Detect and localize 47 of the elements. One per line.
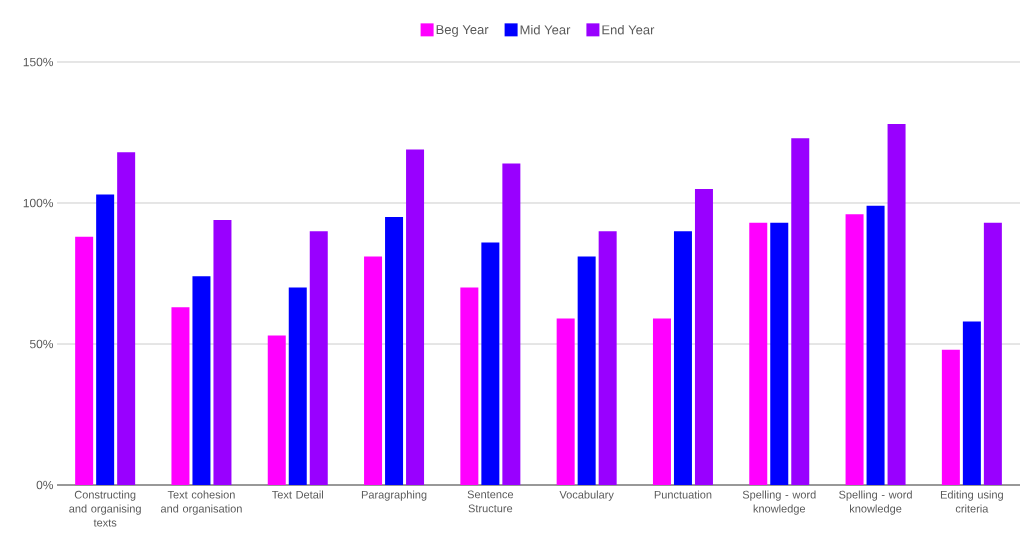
bar xyxy=(192,276,211,485)
x-tick-label: Sentence Structure xyxy=(467,490,514,513)
x-tick-label: Vocabulary xyxy=(559,490,614,501)
x-tick-label: Paragraphing xyxy=(361,490,427,501)
bar xyxy=(556,318,575,485)
bar xyxy=(866,205,885,485)
bar xyxy=(460,287,479,485)
bar xyxy=(117,152,136,485)
x-tick-label: Text cohesion and organisation xyxy=(160,490,242,515)
bar xyxy=(845,214,864,485)
bar xyxy=(749,222,768,485)
bar xyxy=(694,188,713,485)
bar xyxy=(309,231,328,485)
bar xyxy=(364,256,383,485)
bar xyxy=(577,256,596,485)
bar xyxy=(171,307,190,485)
bar xyxy=(288,287,307,485)
bar xyxy=(598,231,617,485)
x-tick-label: Text Detail xyxy=(272,490,323,499)
bar xyxy=(770,222,789,485)
x-tick-label: Editing using criteria xyxy=(940,490,1003,513)
y-tick-label: 100% xyxy=(23,198,54,208)
y-tick-label: 150% xyxy=(23,57,54,67)
bar xyxy=(385,217,404,485)
bar xyxy=(941,349,960,485)
bar xyxy=(652,318,671,485)
legend-label: End Year xyxy=(602,24,655,35)
x-tick-label: Constructing and organising texts xyxy=(69,490,141,527)
bar xyxy=(213,219,232,485)
legend-label: Beg Year xyxy=(436,25,489,37)
x-tick-label: Punctuation xyxy=(654,490,712,499)
legend-label: Mid Year xyxy=(520,24,571,35)
x-tick-label: Spelling - word knowledge xyxy=(742,490,816,515)
x-tick-label: Spelling - word knowledge xyxy=(839,490,912,515)
bar xyxy=(887,124,906,485)
bar xyxy=(502,163,521,485)
bar xyxy=(267,335,286,485)
bar xyxy=(75,236,94,485)
bar xyxy=(406,149,425,485)
bar xyxy=(673,231,692,485)
bar xyxy=(96,194,115,485)
bar xyxy=(481,242,500,485)
y-tick-label: 0% xyxy=(36,480,54,490)
bar xyxy=(791,138,810,485)
bar xyxy=(962,321,981,485)
bar xyxy=(983,222,1002,485)
y-tick-label: 50% xyxy=(29,339,54,349)
